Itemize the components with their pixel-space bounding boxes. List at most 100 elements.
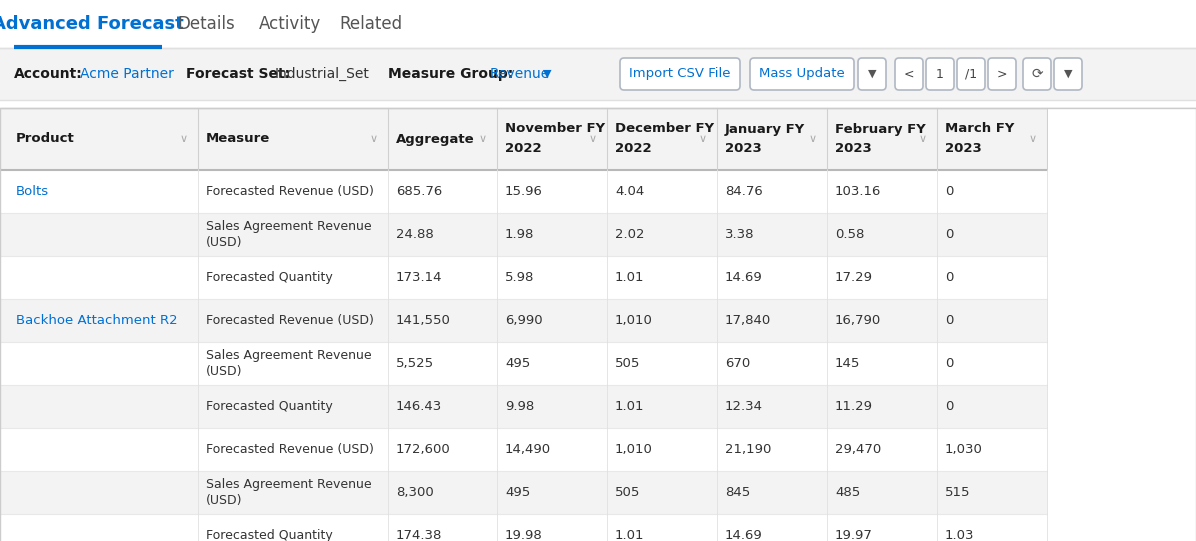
Text: Forecasted Revenue (USD): Forecasted Revenue (USD) [206, 314, 374, 327]
Text: 172,600: 172,600 [396, 443, 451, 456]
Text: 1.01: 1.01 [615, 400, 645, 413]
Text: November FY: November FY [505, 122, 605, 135]
Text: 845: 845 [725, 486, 750, 499]
Text: 1.03: 1.03 [945, 529, 975, 541]
Text: 15.96: 15.96 [505, 185, 543, 198]
Text: <: < [904, 68, 914, 81]
Text: Forecasted Quantity: Forecasted Quantity [206, 529, 332, 541]
Text: ∨: ∨ [1029, 134, 1037, 144]
Text: 62.: 62. [1055, 185, 1076, 198]
Bar [0, 471, 1196, 514]
Text: 670: 670 [725, 357, 750, 370]
Text: 165: 165 [1055, 357, 1080, 370]
Text: 495: 495 [505, 486, 530, 499]
Text: 24.88: 24.88 [396, 228, 434, 241]
Text: Measure: Measure [206, 133, 270, 146]
Text: 10.6: 10.6 [1055, 271, 1085, 284]
Text: 1.01: 1.01 [615, 271, 645, 284]
Text: 5,525: 5,525 [396, 357, 434, 370]
Text: 19.98: 19.98 [505, 529, 543, 541]
Bar [0, 170, 1196, 213]
FancyBboxPatch shape [750, 58, 854, 90]
Text: Sales Agreement Revenue: Sales Agreement Revenue [206, 349, 372, 362]
Text: Advanced Forecast: Advanced Forecast [0, 15, 184, 33]
Text: ∨: ∨ [808, 134, 817, 144]
Text: Revenue: Revenue [490, 67, 550, 81]
Text: 3.38: 3.38 [725, 228, 755, 241]
Bar [0, 256, 1196, 299]
Text: Industrial_Set: Industrial_Set [275, 67, 370, 81]
Text: 515: 515 [945, 486, 970, 499]
Text: 103.16: 103.16 [835, 185, 881, 198]
FancyBboxPatch shape [926, 58, 954, 90]
Text: 2023: 2023 [945, 142, 982, 155]
Text: 1.98: 1.98 [505, 228, 535, 241]
Text: 174.38: 174.38 [396, 529, 443, 541]
Text: 14.69: 14.69 [725, 271, 763, 284]
Text: Related: Related [340, 15, 403, 33]
Text: ∨: ∨ [478, 134, 487, 144]
Text: Account:: Account: [14, 67, 83, 81]
Bar [0, 213, 1196, 256]
FancyBboxPatch shape [858, 58, 886, 90]
Bar [0, 514, 1196, 541]
Text: 8,300: 8,300 [396, 486, 434, 499]
Text: ▼: ▼ [543, 69, 551, 79]
Text: 146.43: 146.43 [396, 400, 443, 413]
Text: 505: 505 [615, 486, 640, 499]
Text: Forecast Set:: Forecast Set: [187, 67, 291, 81]
Text: >: > [996, 68, 1007, 81]
Text: 1,030: 1,030 [945, 443, 983, 456]
Text: 0: 0 [945, 357, 953, 370]
Text: ∨: ∨ [588, 134, 597, 144]
Text: Forecasted Quantity: Forecasted Quantity [206, 271, 332, 284]
Text: ∨: ∨ [698, 134, 707, 144]
Text: 11.29: 11.29 [835, 400, 873, 413]
Text: 14.69: 14.69 [725, 529, 763, 541]
Text: 141,550: 141,550 [396, 314, 451, 327]
FancyBboxPatch shape [620, 58, 740, 90]
Text: 5.98: 5.98 [505, 271, 535, 284]
Bar [1048, 108, 1196, 541]
Text: 1.3: 1.3 [1055, 228, 1076, 241]
Text: 1.01: 1.01 [615, 529, 645, 541]
Text: (USD): (USD) [206, 494, 243, 507]
Text: Forecasted Quantity: Forecasted Quantity [206, 400, 332, 413]
Text: Activity: Activity [258, 15, 321, 33]
Bar [0, 428, 1196, 471]
Text: 145: 145 [835, 357, 860, 370]
Text: 0.58: 0.58 [835, 228, 865, 241]
Text: 485: 485 [835, 486, 860, 499]
Text: (USD): (USD) [206, 365, 243, 378]
Text: /1: /1 [965, 68, 977, 81]
Text: 685.76: 685.76 [396, 185, 443, 198]
Bar [0, 0, 1196, 48]
Text: Details: Details [177, 15, 234, 33]
Text: Sales Agreement Revenue: Sales Agreement Revenue [206, 220, 372, 233]
Text: ⟳: ⟳ [1031, 67, 1043, 81]
FancyBboxPatch shape [1054, 58, 1082, 90]
Text: 14,490: 14,490 [505, 443, 551, 456]
Text: 9,15: 9,15 [1055, 443, 1085, 456]
Text: Mass Update: Mass Update [759, 68, 844, 81]
FancyBboxPatch shape [988, 58, 1015, 90]
Text: 21,190: 21,190 [725, 443, 771, 456]
Text: 9,3: 9,3 [1055, 314, 1076, 327]
Text: 2022: 2022 [615, 142, 652, 155]
Text: 2.02: 2.02 [615, 228, 645, 241]
Text: 173.14: 173.14 [396, 271, 443, 284]
Text: 0: 0 [945, 314, 953, 327]
Text: 495: 495 [505, 357, 530, 370]
Text: 0: 0 [945, 185, 953, 198]
Text: Import CSV File: Import CSV File [629, 68, 731, 81]
Bar [0, 385, 1196, 428]
Text: 17.29: 17.29 [835, 271, 873, 284]
Text: 19.97: 19.97 [835, 529, 873, 541]
Text: ▼: ▼ [1063, 69, 1073, 79]
Text: March FY: March FY [945, 122, 1014, 135]
Text: (USD): (USD) [206, 236, 243, 249]
Text: Backhoe Attachment R2: Backhoe Attachment R2 [16, 314, 178, 327]
Text: 9.98: 9.98 [505, 400, 535, 413]
Text: 0: 0 [945, 271, 953, 284]
Text: Aggregate: Aggregate [396, 133, 475, 146]
